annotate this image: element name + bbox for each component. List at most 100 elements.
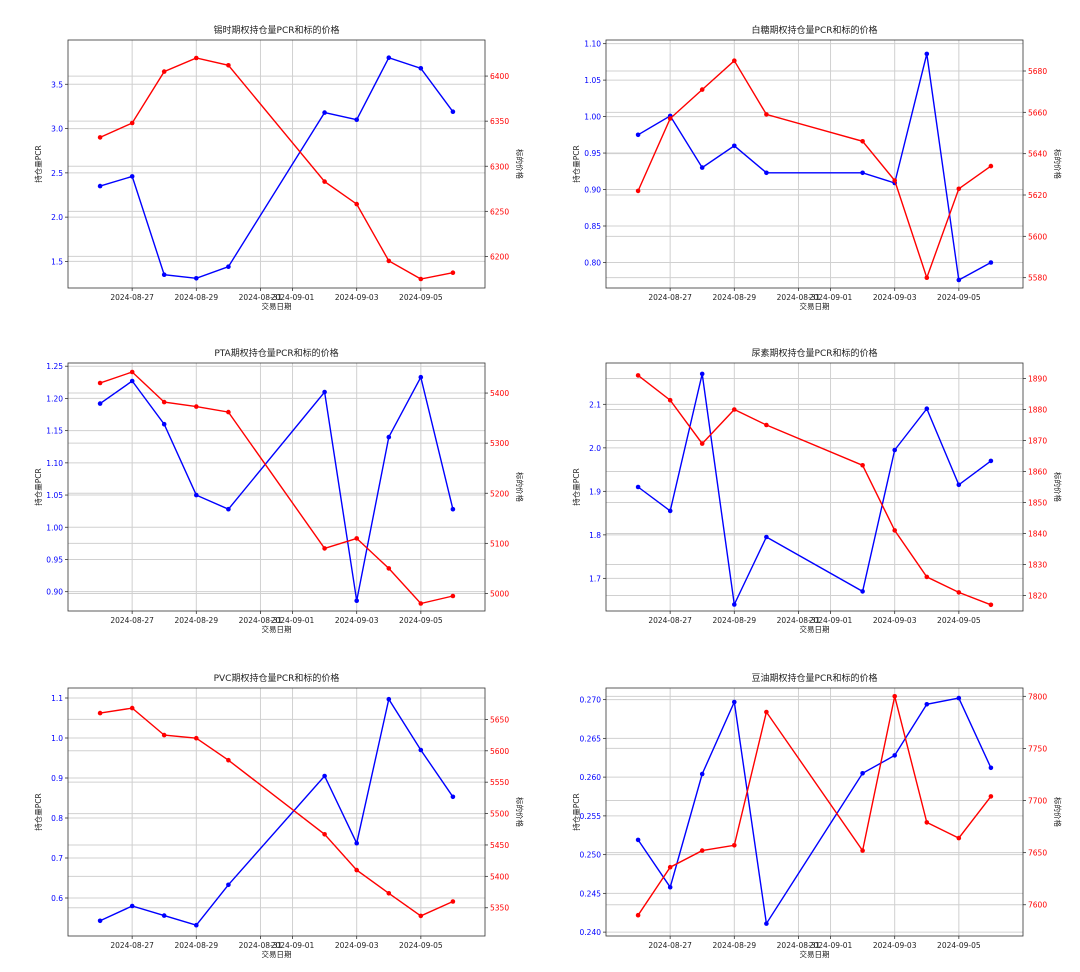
y-axis-label: 持仓量PCR <box>33 468 43 505</box>
pcr-point <box>635 132 641 138</box>
price-point <box>924 820 930 825</box>
y-tick-label: 2.5 <box>51 169 63 178</box>
y-right-tick-label: 5550 <box>490 778 509 787</box>
pcr-point <box>194 922 199 928</box>
y-right-tick-label: 1880 <box>1028 406 1047 415</box>
x-tick-label: 2024-09-05 <box>937 616 981 625</box>
x-tick-label: 2024-09-05 <box>937 941 981 950</box>
y-tick-label: 1.0 <box>51 734 63 743</box>
y-tick-label: 0.245 <box>580 889 602 898</box>
price-point <box>764 112 769 117</box>
price-point <box>97 380 103 386</box>
y-right-tick-label: 1830 <box>1028 561 1047 570</box>
y-tick-label: 0.90 <box>46 588 63 597</box>
x-tick-label: 2024-09-03 <box>335 941 379 950</box>
pcr-point <box>226 882 231 888</box>
y-right-tick-label: 6250 <box>490 207 509 216</box>
price-point <box>764 709 769 715</box>
price-point <box>354 201 360 207</box>
y-right-tick-label: 7600 <box>1028 901 1047 910</box>
y-right-tick-label: 6350 <box>490 117 509 126</box>
pcr-point <box>226 506 231 512</box>
x-tick-label: 2024-08-29 <box>713 293 757 302</box>
pcr-point <box>892 447 897 453</box>
price-point <box>860 848 865 853</box>
price-point <box>226 757 231 763</box>
price-point <box>418 276 424 282</box>
x-axis-label: 交易日期 <box>800 949 830 959</box>
x-tick-label: 2024-09-05 <box>399 293 443 302</box>
x-tick-label: 2024-08-29 <box>713 616 757 625</box>
price-point <box>732 843 737 848</box>
pcr-point <box>161 421 167 427</box>
pcr-point <box>924 406 930 412</box>
x-tick-label: 2024-09-03 <box>873 941 917 950</box>
x-tick-label: 2024-08-27 <box>110 941 154 950</box>
y-tick-label: 0.255 <box>580 812 602 821</box>
price-point <box>386 258 392 264</box>
pcr-point <box>924 51 930 57</box>
chart-5: 豆油期权持仓量PCR和标的价格 2024-08-27 2024-08-29 2024-… <box>571 672 1063 959</box>
price-point <box>450 593 456 599</box>
y-tick-label: 1.10 <box>46 459 63 468</box>
y-tick-label: 1.20 <box>46 394 63 403</box>
pcr-point <box>956 695 962 701</box>
price-series-line <box>99 371 454 605</box>
y-right-tick-label: 5640 <box>1028 150 1047 159</box>
y-right-tick-label: 1850 <box>1028 499 1047 508</box>
pcr-point <box>97 918 103 924</box>
price-point <box>129 369 135 375</box>
y-tick-label: 1.00 <box>46 523 63 532</box>
y-axis-label: 持仓量PCR <box>33 145 43 182</box>
plot-frame <box>67 362 486 612</box>
price-point <box>732 407 737 412</box>
y-tick-label: 2.0 <box>589 444 601 453</box>
y-tick-label: 0.260 <box>580 773 602 782</box>
pcr-point <box>386 696 392 702</box>
pcr-point <box>699 371 705 377</box>
y-right-tick-label: 7800 <box>1028 692 1047 701</box>
y-right-tick-label: 5660 <box>1028 108 1047 117</box>
y-tick-label: 0.85 <box>584 222 601 231</box>
price-point <box>699 87 705 92</box>
y-right-axis-label: 标的价格 <box>1053 472 1063 502</box>
x-axis-label: 交易日期 <box>800 301 830 311</box>
price-point <box>988 794 994 799</box>
x-tick-label: 2024-08-27 <box>648 293 692 302</box>
y-right-tick-label: 5200 <box>490 489 509 498</box>
x-tick-label: 2024-08-27 <box>110 616 154 625</box>
price-point <box>161 732 167 738</box>
pcr-point <box>667 884 673 890</box>
price-point <box>322 832 327 837</box>
y-tick-label: 0.95 <box>46 555 63 564</box>
x-axis-label: 交易日期 <box>800 624 830 634</box>
price-point <box>354 536 360 541</box>
y-tick-label: 1.05 <box>584 76 601 85</box>
y-tick-label: 3.5 <box>51 80 63 89</box>
y-right-tick-label: 7750 <box>1028 744 1047 753</box>
pcr-point <box>450 506 456 512</box>
y-right-tick-label: 5450 <box>490 841 509 850</box>
chart-title: PVC期权持仓量PCR和标的价格 <box>214 672 340 684</box>
pcr-point <box>699 165 705 170</box>
plot-frame <box>605 687 1024 937</box>
pcr-point <box>732 602 737 607</box>
y-right-tick-label: 1820 <box>1028 592 1047 601</box>
y-right-axis-label: 标的价格 <box>1053 797 1063 827</box>
price-point <box>194 55 199 61</box>
pcr-point <box>860 170 865 176</box>
pcr-point <box>129 378 135 384</box>
pcr-point <box>699 771 705 777</box>
x-tick-label: 2024-09-03 <box>873 616 917 625</box>
pcr-point <box>988 260 994 265</box>
y-tick-label: 1.15 <box>46 427 63 436</box>
y-axis-label: 持仓量PCR <box>571 468 581 505</box>
pcr-point <box>418 747 424 753</box>
pcr-point <box>764 534 769 540</box>
price-point <box>892 528 897 533</box>
y-right-tick-label: 6300 <box>490 162 509 171</box>
y-right-tick-label: 5600 <box>1028 232 1047 241</box>
pcr-point <box>194 276 199 281</box>
pcr-point <box>194 492 199 498</box>
